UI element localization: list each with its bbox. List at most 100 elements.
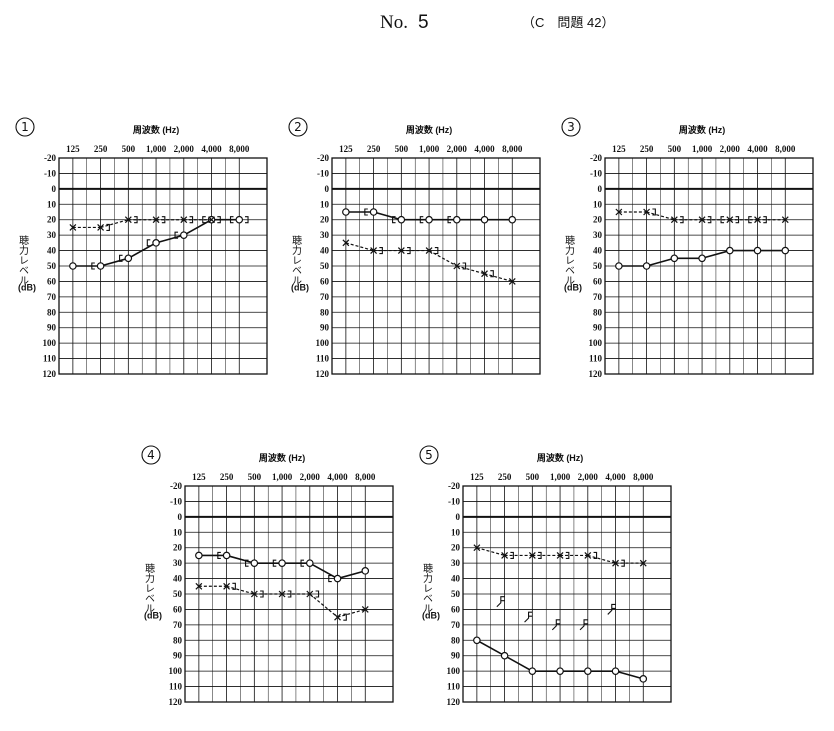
marker-bone-left xyxy=(189,216,194,224)
x-tick-label: 2,000 xyxy=(300,472,321,482)
y-tick-label: 30 xyxy=(173,558,183,568)
y-tick-label: 20 xyxy=(320,215,330,225)
y-tick-label: 10 xyxy=(451,527,461,537)
marker-bone-right xyxy=(119,254,123,262)
panel-number: 1 xyxy=(21,120,29,134)
y-axis-label: 聴力レベル xyxy=(143,563,155,613)
y-tick-label: 120 xyxy=(589,369,603,379)
marker-circle xyxy=(342,208,350,216)
marker-bone-left xyxy=(161,216,166,224)
marker-cross xyxy=(397,247,405,254)
marker-bone-left xyxy=(707,216,712,224)
y-tick-label: 70 xyxy=(173,620,183,630)
marker-cross xyxy=(584,552,592,559)
y-tick-label: 30 xyxy=(451,558,461,568)
y-tick-label: 0 xyxy=(52,184,57,194)
y-tick-label: 110 xyxy=(43,354,57,364)
series-line-segment xyxy=(100,257,129,267)
series-line-segment xyxy=(155,234,185,244)
marker-bone-left xyxy=(680,216,684,224)
y-tick-label: 50 xyxy=(320,261,330,271)
marker-circle xyxy=(639,675,648,683)
x-tick-label: 250 xyxy=(498,472,512,482)
y-tick-label: 80 xyxy=(320,307,330,317)
marker-circle xyxy=(584,667,592,675)
series-line-segment xyxy=(309,562,338,580)
x-tick-label: 500 xyxy=(248,472,262,482)
marker-circle xyxy=(369,208,378,216)
y-tick-label: 90 xyxy=(173,651,183,661)
marker-bone-right xyxy=(229,216,234,224)
number-label: No. xyxy=(380,12,408,33)
x-tick-label: 125 xyxy=(192,472,206,482)
marker-cross xyxy=(342,239,350,247)
y-tick-label: 0 xyxy=(598,184,603,194)
y-tick-label: 50 xyxy=(451,589,461,599)
x-tick-label: 2,000 xyxy=(447,144,468,154)
y-tick-label: -20 xyxy=(44,153,56,163)
marker-bone-left xyxy=(343,613,347,621)
marker-circle xyxy=(152,239,160,247)
marker-cross xyxy=(508,278,516,285)
marker-cross xyxy=(124,216,132,224)
y-tick-label: 110 xyxy=(316,354,330,364)
marker-circle xyxy=(96,262,105,270)
audiogram-4: 4 周波数 (Hz)125 250 500 1,000 2,000 4,000 8,000-2… xyxy=(141,445,394,707)
x-tick-label: 8,000 xyxy=(355,472,376,482)
marker-cross xyxy=(195,582,203,590)
y-axis-unit: (dB) xyxy=(564,283,582,293)
y-tick-label: 10 xyxy=(47,199,57,209)
marker-circle xyxy=(670,254,679,263)
marker-bone-left xyxy=(315,590,320,598)
y-tick-label: 70 xyxy=(320,292,330,302)
marker-cross xyxy=(643,208,651,216)
x-tick-label: 125 xyxy=(612,144,626,154)
y-tick-label: -10 xyxy=(170,496,182,506)
panel-number-circle xyxy=(141,445,161,465)
marker-circle xyxy=(235,215,244,224)
marker-circle xyxy=(195,551,203,560)
y-tick-label: 30 xyxy=(47,230,57,240)
chart-title: 周波数 (Hz) xyxy=(406,124,453,135)
x-tick-label: 1,000 xyxy=(550,472,571,482)
marker-bone-left xyxy=(407,247,411,255)
x-tick-label: 500 xyxy=(395,144,409,154)
marker-circle xyxy=(698,254,706,263)
marker-bone-left xyxy=(434,247,439,255)
series-line-segment xyxy=(615,670,644,680)
marker-cross xyxy=(180,216,188,224)
marker-circle xyxy=(753,246,762,255)
marker-bone-left xyxy=(462,262,467,270)
marker-cross xyxy=(152,216,160,224)
marker-circle xyxy=(397,215,406,224)
y-tick-label: 20 xyxy=(451,543,461,553)
y-tick-label: 110 xyxy=(589,354,603,364)
x-tick-label: 8,000 xyxy=(775,144,796,154)
y-axis-label: 聴力レベル xyxy=(290,235,302,285)
marker-bone-right xyxy=(272,559,277,567)
marker-cross xyxy=(754,216,761,224)
x-tick-label: 8,000 xyxy=(229,144,250,154)
y-tick-label: 0 xyxy=(325,184,330,194)
marker-bone-right xyxy=(217,551,221,559)
y-tick-label: 40 xyxy=(451,574,461,584)
panel-number-circle xyxy=(561,117,581,137)
x-tick-label: 4,000 xyxy=(747,144,768,154)
y-tick-label: 100 xyxy=(447,666,461,676)
marker-circle xyxy=(306,559,314,567)
marker-cross xyxy=(370,247,378,254)
marker-bone-right xyxy=(245,559,249,567)
marker-circle xyxy=(222,551,231,560)
x-tick-label: 125 xyxy=(339,144,353,154)
marker-cross xyxy=(481,270,488,278)
marker-bone-left xyxy=(735,216,740,224)
y-tick-label: 110 xyxy=(169,682,183,692)
y-tick-label: 90 xyxy=(451,651,461,661)
y-tick-label: 40 xyxy=(47,246,57,256)
y-tick-label: 0 xyxy=(178,512,183,522)
series-line-segment xyxy=(337,570,366,580)
panel-number: 3 xyxy=(567,120,575,134)
marker-circle xyxy=(124,254,133,263)
plot-frame xyxy=(331,157,541,375)
y-tick-label: 80 xyxy=(593,307,603,317)
